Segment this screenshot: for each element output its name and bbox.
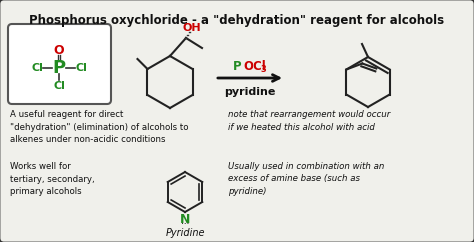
- FancyBboxPatch shape: [8, 24, 111, 104]
- Text: Phosphorus oxychloride - a "dehydration" reagent for alcohols: Phosphorus oxychloride - a "dehydration"…: [29, 14, 445, 27]
- Text: Cl: Cl: [53, 81, 65, 91]
- Text: P: P: [53, 59, 65, 77]
- Text: O: O: [54, 45, 64, 58]
- Text: OCl: OCl: [243, 60, 266, 73]
- Text: Works well for
tertiary, secondary,
primary alcohols: Works well for tertiary, secondary, prim…: [10, 162, 95, 196]
- Text: Pyridine: Pyridine: [165, 228, 205, 238]
- Text: P: P: [233, 60, 242, 73]
- Text: A useful reagent for direct
"dehydration" (elimination) of alcohols to
alkenes u: A useful reagent for direct "dehydration…: [10, 110, 189, 144]
- Text: note that rearrangement would occur
if we heated this alcohol with acid: note that rearrangement would occur if w…: [228, 110, 390, 131]
- Text: 3: 3: [260, 65, 266, 74]
- Text: pyridine: pyridine: [224, 87, 276, 97]
- Text: OH: OH: [182, 23, 201, 33]
- Text: Cl: Cl: [31, 63, 43, 73]
- Text: ⋯: ⋯: [181, 219, 189, 227]
- Text: Usually used in combination with an
excess of amine base (such as
pyridine): Usually used in combination with an exce…: [228, 162, 384, 196]
- Text: Cl: Cl: [75, 63, 87, 73]
- Text: N: N: [180, 213, 190, 226]
